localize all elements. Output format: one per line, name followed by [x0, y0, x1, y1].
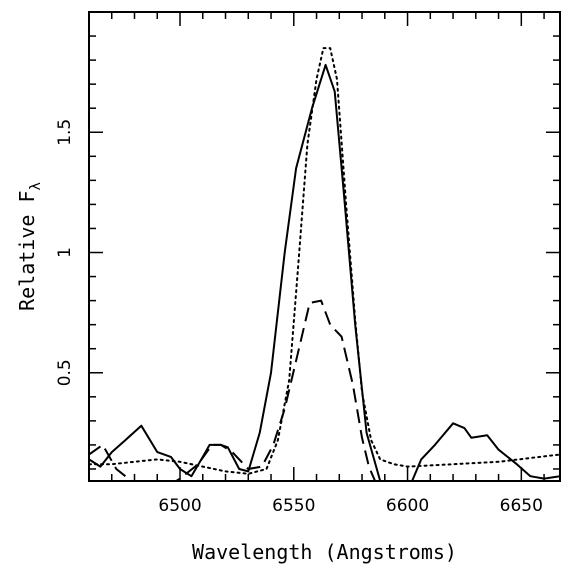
y-axis-title-main: Relative F: [15, 191, 39, 311]
x-tick-label: 6550: [272, 496, 315, 516]
y-tick-label: 1: [55, 247, 75, 258]
plot-frame: [88, 11, 561, 482]
series-line-solid: [89, 63, 560, 481]
y-axis-title-subscript: λ: [28, 182, 44, 190]
x-tick-label: 6650: [500, 496, 543, 516]
x-tick-label: 6600: [386, 496, 429, 516]
y-tick-label: 0.5: [55, 359, 75, 386]
series-line-dashed: [89, 299, 502, 481]
x-axis-title: Wavelength (Angstroms): [192, 540, 457, 564]
tick-layer: 6500 6550 6600 6650 0.5 1 1.5: [55, 11, 560, 516]
x-tick-label: 6500: [158, 496, 201, 516]
series-line-dotted: [89, 47, 560, 475]
series-layer: [89, 47, 560, 481]
y-axis-title: Relative Fλ: [15, 182, 44, 311]
y-tick-label: 1.5: [55, 119, 75, 146]
